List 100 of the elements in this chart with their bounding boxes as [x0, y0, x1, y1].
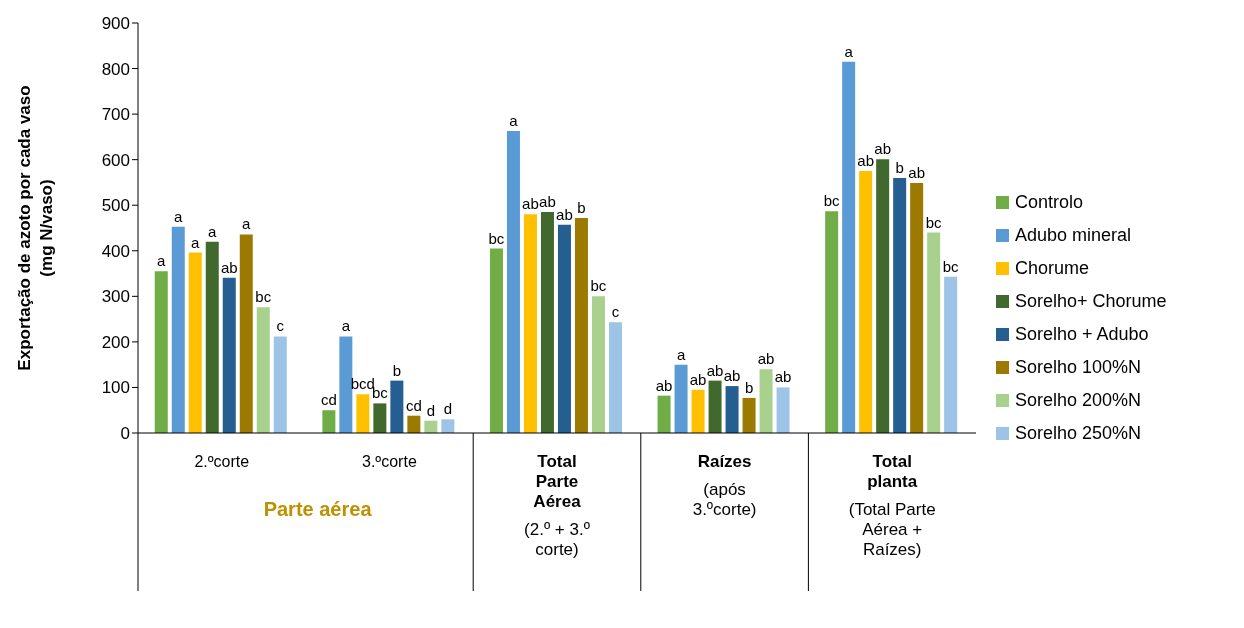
data-label: ab — [774, 368, 792, 386]
bar — [691, 389, 705, 433]
data-label: b — [392, 361, 402, 379]
bar — [708, 380, 722, 433]
y-tick-label: 800 — [101, 59, 130, 79]
bar — [742, 397, 756, 433]
legend-label: Controlo — [1015, 192, 1084, 213]
bar — [825, 211, 839, 433]
data-label: ab — [706, 361, 724, 379]
data-label: ab — [857, 152, 874, 170]
bar — [222, 277, 236, 433]
bar — [876, 159, 890, 433]
bar — [910, 182, 924, 433]
y-tick-label: 0 — [120, 424, 130, 444]
bar — [776, 387, 790, 433]
legend-label: Sorelho 100%N — [1015, 357, 1142, 378]
bar — [273, 336, 287, 433]
data-label: a — [242, 215, 252, 233]
x-tick-label: Raízes (após 3.ºcorte) — [692, 452, 757, 519]
data-label: bc — [925, 213, 943, 231]
data-label: c — [276, 317, 285, 335]
bar — [591, 296, 605, 433]
x-tick-label: Total planta (Total Parte Aérea + Raízes) — [848, 452, 936, 559]
y-tick-label: 600 — [101, 150, 130, 170]
legend-label: Sorelho+ Chorume — [1015, 291, 1167, 312]
data-label: c — [611, 303, 620, 321]
y-tick-label: 700 — [101, 105, 130, 125]
data-label: a — [157, 252, 167, 270]
data-label: b — [577, 198, 586, 216]
y-tick-label: 500 — [101, 196, 130, 216]
bar — [859, 171, 873, 433]
bar — [154, 271, 168, 433]
legend-label: Sorelho + Adubo — [1015, 324, 1149, 345]
legend-label: Sorelho 250%N — [1015, 423, 1142, 444]
bar — [339, 336, 353, 433]
bar — [540, 212, 554, 433]
data-label: bc — [942, 257, 960, 275]
bar — [557, 224, 571, 433]
data-label: a — [509, 111, 519, 129]
bar — [725, 386, 739, 433]
bar — [239, 234, 253, 433]
bar — [608, 322, 622, 433]
bar — [407, 415, 421, 433]
data-label: ab — [723, 367, 741, 385]
x-tick-label: 3.ºcorte — [362, 453, 417, 470]
y-tick-label: 400 — [101, 241, 130, 261]
bar — [927, 232, 941, 433]
bar — [842, 61, 856, 433]
bar — [188, 252, 202, 433]
bar — [373, 403, 387, 433]
data-label: a — [676, 345, 686, 363]
bar — [893, 177, 907, 433]
data-label: d — [426, 401, 436, 419]
data-label: ab — [874, 140, 891, 158]
bar — [441, 419, 455, 433]
bar — [322, 410, 336, 433]
data-label: ab — [539, 193, 556, 211]
data-label: a — [191, 233, 201, 251]
data-label: a — [341, 317, 351, 335]
data-label: ab — [689, 370, 707, 388]
legend-label: Adubo mineral — [1015, 225, 1132, 246]
data-label: bc — [590, 277, 607, 295]
y-tick-label: 100 — [101, 378, 130, 398]
bar — [523, 214, 537, 433]
bar — [356, 394, 370, 433]
data-label: ab — [522, 195, 539, 213]
data-label: a — [174, 207, 184, 225]
data-label: a — [208, 222, 218, 240]
x-tick-label: 2.ºcorte — [194, 453, 250, 470]
y-tick-label: 900 — [101, 14, 130, 34]
data-label: a — [844, 42, 854, 60]
bar — [759, 369, 773, 433]
data-label: b — [744, 378, 754, 396]
y-axis-title: Exportação de azoto por cada vaso (mg N/vaso) — [15, 85, 56, 371]
legend-label: Chorume — [1015, 258, 1090, 279]
data-label: ab — [757, 350, 775, 368]
bar — [171, 226, 185, 433]
data-label: cd — [405, 396, 422, 414]
bar — [390, 380, 404, 433]
data-label: ab — [220, 258, 238, 276]
data-label: d — [443, 400, 453, 418]
bar — [205, 241, 219, 433]
bar — [489, 248, 503, 433]
data-label: ab — [556, 205, 573, 223]
bar — [256, 307, 270, 433]
bar — [657, 395, 671, 433]
data-label: cd — [320, 391, 337, 409]
bar — [574, 217, 588, 433]
bar — [944, 276, 958, 433]
data-label: bc — [255, 288, 272, 306]
y-tick-label: 300 — [101, 287, 130, 307]
data-label: bc — [823, 192, 841, 210]
legend-label: Sorelho 200%N — [1015, 390, 1142, 411]
bar — [674, 364, 688, 433]
y-tick-label: 200 — [101, 332, 130, 352]
bar — [506, 130, 520, 433]
data-label: bc — [488, 229, 505, 247]
data-label: b — [895, 158, 904, 176]
text: Parte aérea — [262, 498, 373, 521]
data-label: ab — [655, 376, 673, 394]
